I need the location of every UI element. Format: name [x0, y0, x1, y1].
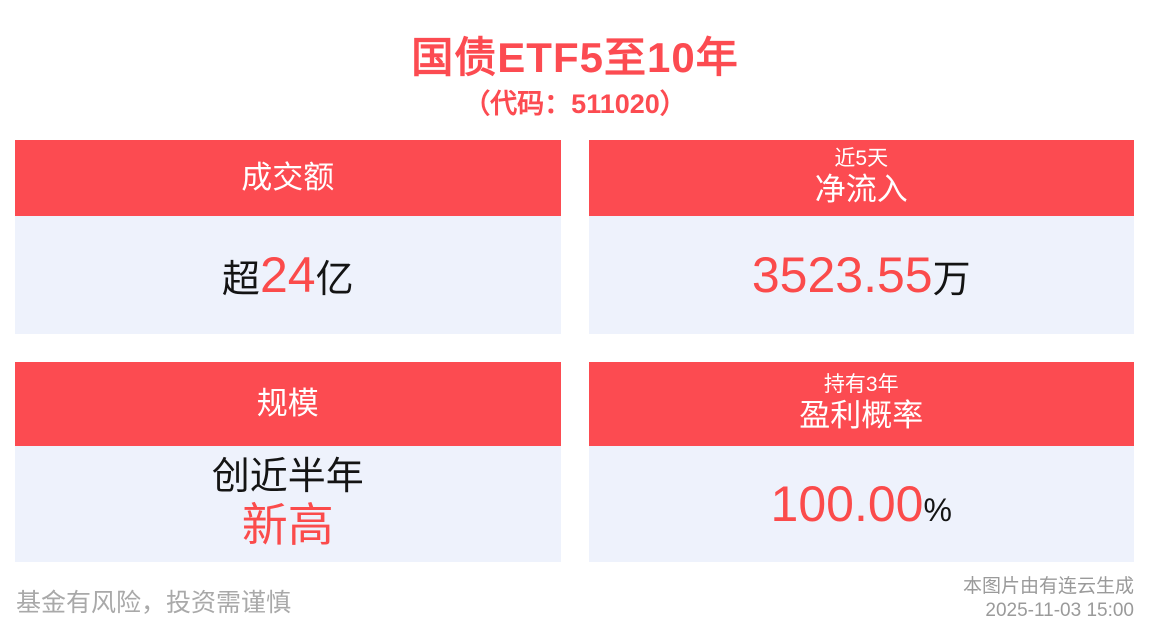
value-line2: 新高: [241, 499, 334, 552]
card-scale-value: 创近半年 新高: [212, 456, 364, 553]
card-net-inflow-value: 3523.55万: [752, 250, 971, 300]
card-scale: 规模 创近半年 新高: [15, 362, 561, 562]
risk-disclaimer: 基金有风险，投资需谨慎: [16, 589, 292, 617]
credit-line: 本图片由有连云生成: [962, 575, 1134, 597]
generation-credit: 本图片由有连云生成 2025-11-03 15:00: [963, 575, 1134, 624]
card-profit-probability: 持有3年 盈利概率 100.00%: [588, 362, 1134, 562]
card-turnover-body: 超24亿: [15, 216, 561, 334]
card-net-inflow-header-period: 近5天: [834, 147, 889, 171]
value-suffix: %: [923, 492, 952, 528]
card-scale-header: 规模: [15, 362, 561, 446]
value-highlight: 100.00: [770, 476, 924, 532]
card-turnover-header: 成交额: [15, 140, 561, 216]
card-net-inflow-header-label: 净流入: [814, 172, 908, 208]
page-subtitle: （代码：511020）: [463, 89, 687, 119]
card-profit-probability-header-period: 持有3年: [823, 373, 899, 397]
card-net-inflow: 近5天 净流入 3523.55万: [588, 140, 1134, 334]
value-suffix: 万: [932, 259, 971, 301]
card-profit-probability-value: 100.00%: [771, 479, 952, 529]
value-highlight: 3523.55: [751, 247, 933, 303]
card-turnover: 成交额 超24亿: [15, 140, 561, 334]
value-suffix: 亿: [315, 259, 354, 301]
card-net-inflow-header: 近5天 净流入: [588, 140, 1134, 216]
card-profit-probability-header-label: 盈利概率: [799, 398, 924, 434]
card-turnover-value: 超24亿: [222, 250, 354, 300]
value-highlight: 24: [259, 247, 316, 303]
value-prefix: 超: [221, 259, 260, 301]
card-scale-header-label: 规模: [256, 385, 319, 421]
card-profit-probability-header: 持有3年 盈利概率: [588, 362, 1134, 446]
card-profit-probability-body: 100.00%: [588, 446, 1134, 562]
timestamp: 2025-11-03 15:00: [985, 600, 1134, 622]
card-scale-body: 创近半年 新高: [15, 446, 561, 562]
page-title: 国债ETF5至10年: [411, 34, 739, 81]
card-net-inflow-body: 3523.55万: [588, 216, 1134, 334]
value-line1: 创近半年: [211, 455, 364, 498]
stats-grid: 成交额 超24亿 近5天 净流入 3523.55万 规模: [15, 140, 1134, 562]
card-turnover-header-label: 成交额: [241, 159, 335, 195]
